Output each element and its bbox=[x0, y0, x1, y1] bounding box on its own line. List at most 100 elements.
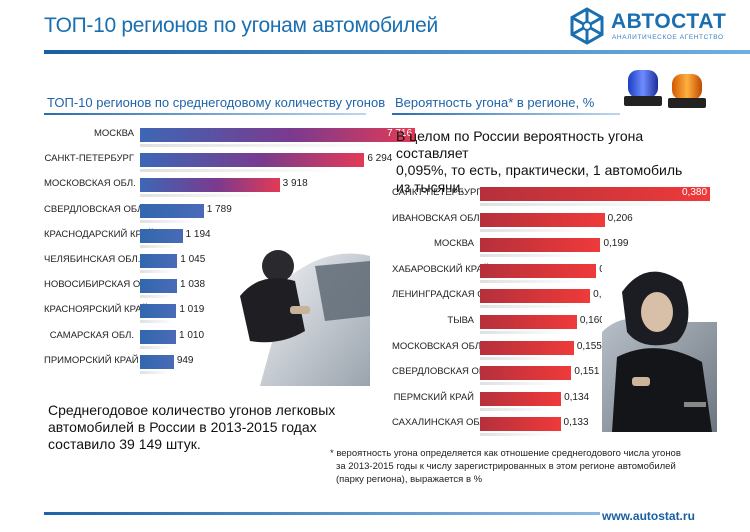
bar-category-label: ХАБАРОВСКИЙ КРАЙ bbox=[392, 263, 490, 275]
bar-shadow bbox=[140, 370, 171, 374]
right-bar-chart: САНКТ-ПЕТЕРБУРГ 0,380 ИВАНОВСКАЯ ОБЛ. 0,206… bbox=[392, 184, 722, 439]
right-chart-title: Вероятность угона* в регионе, % bbox=[395, 95, 595, 110]
bar-value-label: 1 789 bbox=[206, 203, 232, 215]
bar-category-label: ПЕРМСКИЙ КРАЙ bbox=[393, 391, 474, 403]
bar-value-label: 1 038 bbox=[179, 279, 206, 291]
bar bbox=[480, 366, 572, 381]
bar-row: СВЕРДЛОВСКАЯ ОБЛ. 1 789 bbox=[44, 201, 465, 223]
bar bbox=[140, 128, 415, 142]
autostat-logo[interactable]: АВТОСТАТ АНАЛИТИЧЕСКОЕ АГЕНТСТВО bbox=[567, 6, 727, 46]
bar-value-label: 1 019 bbox=[179, 304, 205, 316]
bar-row: МОСКВА 0,199 bbox=[392, 235, 750, 258]
car-thief-photo bbox=[220, 236, 370, 386]
bar-shadow bbox=[480, 305, 580, 309]
bar-category-label: САНКТ-ПЕТЕРБУРГ bbox=[392, 187, 482, 198]
page-title: ТОП-10 регионов по угонам автомобилей bbox=[44, 14, 438, 37]
bar-shadow bbox=[140, 244, 179, 248]
bar-category-label: СВЕРДЛОВСКАЯ ОБЛ. bbox=[44, 203, 147, 215]
footnote-line: (парку региона), выражается в % bbox=[336, 474, 483, 485]
bar-row: МОСКОВСКАЯ ОБЛ. 0,155 bbox=[392, 338, 750, 360]
bar bbox=[140, 178, 280, 193]
bar-row: ПЕРМСКИЙ КРАЙ 0,134 bbox=[392, 389, 750, 411]
right-summary-note: В целом по России вероятность угона сост… bbox=[396, 128, 696, 196]
bar-shadow bbox=[480, 228, 593, 232]
bar bbox=[140, 304, 177, 319]
bar-category-label: МОСКВА bbox=[433, 238, 474, 250]
bar-shadow bbox=[480, 407, 553, 411]
bar-category-label: МОСКВА bbox=[93, 128, 134, 139]
bar-shadow bbox=[140, 169, 342, 173]
bar-shadow bbox=[140, 320, 173, 324]
bar-value-label: 3 918 bbox=[282, 178, 308, 190]
bar-value-label: 7 716 bbox=[387, 128, 413, 139]
bar-shadow bbox=[480, 382, 563, 386]
bar-row: КРАСНОЯРСКИЙ КРАЙ 1 019 bbox=[44, 301, 465, 324]
bar bbox=[480, 417, 561, 432]
bar-row: САХАЛИНСКАЯ ОБЛ. 0,133 bbox=[392, 414, 750, 437]
bar-shadow bbox=[140, 295, 174, 299]
bar-category-label: САХАЛИНСКАЯ ОБЛ. bbox=[392, 417, 489, 429]
bar-row: СВЕРДЛОВСКАЯ ОБЛ. 0,151 bbox=[392, 363, 750, 386]
bar bbox=[140, 153, 365, 168]
bar-value-label: 0,134 bbox=[564, 391, 590, 403]
bar-row: ЧЕЛЯБИНСКАЯ ОБЛ. 1 045 bbox=[44, 251, 465, 273]
logo-wordmark: АВТОСТАТ bbox=[611, 10, 727, 33]
bar-shadow bbox=[140, 345, 173, 349]
bar-row: САНКТ-ПЕТЕРБУРГ 6 294 bbox=[44, 150, 465, 173]
left-title-underline bbox=[44, 113, 366, 115]
bar bbox=[480, 391, 562, 406]
bar-shadow bbox=[140, 144, 388, 147]
bar bbox=[480, 187, 710, 201]
bar-category-label: КРАСНОДАРСКИЙ КРАЙ bbox=[44, 228, 155, 240]
bar-value-label: 0,380 bbox=[682, 187, 708, 198]
bar bbox=[480, 315, 577, 329]
bar bbox=[140, 329, 176, 344]
title-underline bbox=[44, 50, 750, 54]
bar-category-label: СВЕРДЛОВСКАЯ ОБЛ. bbox=[392, 366, 495, 378]
bar bbox=[480, 238, 601, 253]
bar-category-label: МОСКОВСКАЯ ОБЛ. bbox=[44, 178, 136, 190]
bar-value-label: 0,199 bbox=[603, 238, 629, 250]
bar-shadow bbox=[480, 254, 589, 258]
left-summary-note: Среднегодовое количество угонов легковых… bbox=[48, 402, 348, 453]
site-url-link[interactable]: www.autostat.ru bbox=[602, 509, 695, 523]
bar-shadow bbox=[140, 270, 174, 273]
bar bbox=[140, 354, 174, 369]
bar-shadow bbox=[480, 331, 568, 334]
footnote-line: * вероятность угона определяется как отн… bbox=[330, 448, 681, 459]
bar-category-label: ПРИМОРСКИЙ КРАЙ bbox=[44, 354, 139, 366]
bar-category-label: ЛЕНИНГРАДСКАЯ ОБЛ. bbox=[392, 289, 500, 301]
left-note-line: автомобилей в России в 2013-2015 годах bbox=[48, 419, 317, 435]
bar-category-label: ИВАНОВСКАЯ ОБЛ. bbox=[392, 212, 483, 224]
probability-footnote: * вероятность угона определяется как отн… bbox=[330, 447, 730, 486]
bar-shadow bbox=[140, 219, 198, 223]
bar-value-label: 6 294 bbox=[367, 153, 393, 165]
bar-category-label: САНКТ-ПЕТЕРБУРГ bbox=[44, 153, 134, 165]
bar-value-label: 1 194 bbox=[185, 228, 211, 240]
bar bbox=[480, 212, 605, 227]
bar-category-label: КРАСНОЯРСКИЙ КРАЙ bbox=[44, 304, 149, 316]
hooded-thief-photo bbox=[602, 262, 717, 432]
bar bbox=[140, 254, 178, 268]
bar-row: ТЫВА 0,160 bbox=[392, 312, 750, 334]
left-note-line: составило 39 149 штук. bbox=[48, 436, 201, 452]
bar-shadow bbox=[480, 203, 687, 206]
bar-category-label: САМАРСКАЯ ОБЛ. bbox=[49, 329, 134, 341]
footnote-line: за 2013-2015 годы к числу зарегистрирова… bbox=[336, 461, 676, 472]
left-note-line: Среднегодовое количество угонов легковых bbox=[48, 402, 336, 418]
bar-value-label: 0,155 bbox=[576, 340, 602, 352]
bar-category-label: МОСКОВСКАЯ ОБЛ. bbox=[392, 340, 484, 352]
bar-category-label: НОВОСИБИРСКАЯ ОБЛ. bbox=[44, 279, 156, 291]
bar-value-label: 0,151 bbox=[574, 366, 600, 378]
bar bbox=[140, 279, 177, 294]
footer-rule bbox=[44, 512, 600, 515]
bar-row: ПРИМОРСКИЙ КРАЙ 949 bbox=[44, 352, 465, 374]
right-note-line: 0,095%, то есть, практически, 1 автомоби… bbox=[396, 162, 683, 178]
bar-value-label: 949 bbox=[176, 354, 194, 366]
bar-row: МОСКОВСКАЯ ОБЛ. 3 918 bbox=[44, 175, 465, 198]
bar-value-label: 1 010 bbox=[178, 329, 205, 341]
bar-shadow bbox=[140, 194, 266, 198]
bar bbox=[480, 340, 574, 355]
bar-shadow bbox=[480, 433, 553, 437]
bar-row: ИВАНОВСКАЯ ОБЛ. 0,206 bbox=[392, 210, 750, 232]
